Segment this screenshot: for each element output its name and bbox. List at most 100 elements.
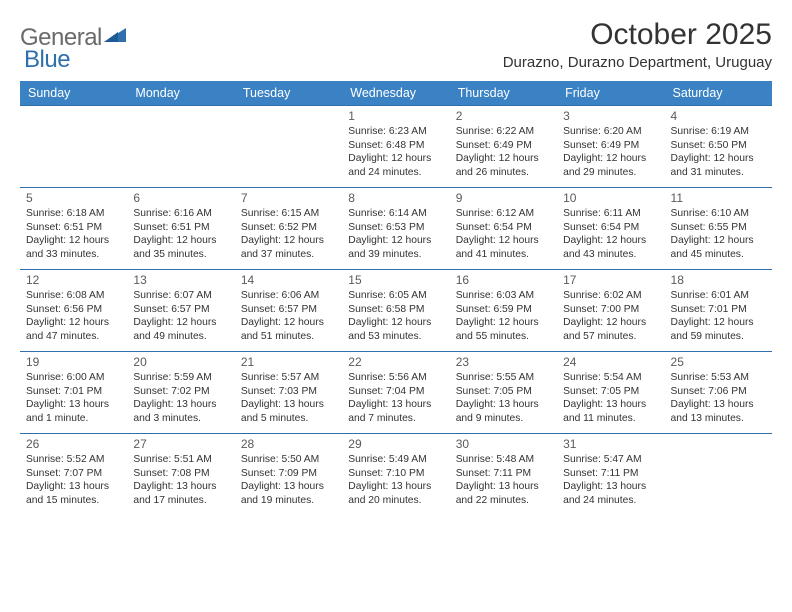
daylight-text-1: Daylight: 12 hours <box>26 316 121 330</box>
daylight-text-2: and 29 minutes. <box>563 166 658 180</box>
day-detail: Sunrise: 6:16 AMSunset: 6:51 PMDaylight:… <box>133 207 228 261</box>
day-cell: 14Sunrise: 6:06 AMSunset: 6:57 PMDayligh… <box>235 270 342 352</box>
day-number: 29 <box>348 437 443 451</box>
day-detail: Sunrise: 5:59 AMSunset: 7:02 PMDaylight:… <box>133 371 228 425</box>
day-cell: 12Sunrise: 6:08 AMSunset: 6:56 PMDayligh… <box>20 270 127 352</box>
daylight-text-1: Daylight: 13 hours <box>563 398 658 412</box>
daylight-text-2: and 5 minutes. <box>241 412 336 426</box>
day-cell: 1Sunrise: 6:23 AMSunset: 6:48 PMDaylight… <box>342 106 449 188</box>
sunrise-text: Sunrise: 6:00 AM <box>26 371 121 385</box>
day-number: 27 <box>133 437 228 451</box>
daylight-text-1: Daylight: 12 hours <box>671 234 766 248</box>
daylight-text-1: Daylight: 12 hours <box>348 234 443 248</box>
daylight-text-1: Daylight: 13 hours <box>456 480 551 494</box>
daylight-text-1: Daylight: 13 hours <box>133 398 228 412</box>
day-detail: Sunrise: 6:03 AMSunset: 6:59 PMDaylight:… <box>456 289 551 343</box>
sunrise-text: Sunrise: 6:14 AM <box>348 207 443 221</box>
day-detail: Sunrise: 5:55 AMSunset: 7:05 PMDaylight:… <box>456 371 551 425</box>
day-number: 19 <box>26 355 121 369</box>
daylight-text-2: and 41 minutes. <box>456 248 551 262</box>
location-subtitle: Durazno, Durazno Department, Uruguay <box>503 54 772 71</box>
day-cell: 22Sunrise: 5:56 AMSunset: 7:04 PMDayligh… <box>342 352 449 434</box>
day-header: Sunday <box>20 81 127 106</box>
sunset-text: Sunset: 6:49 PM <box>563 139 658 153</box>
sunset-text: Sunset: 7:01 PM <box>26 385 121 399</box>
sunset-text: Sunset: 7:11 PM <box>563 467 658 481</box>
day-cell: 29Sunrise: 5:49 AMSunset: 7:10 PMDayligh… <box>342 434 449 516</box>
sunrise-text: Sunrise: 6:16 AM <box>133 207 228 221</box>
sunrise-text: Sunrise: 6:22 AM <box>456 125 551 139</box>
daylight-text-2: and 17 minutes. <box>133 494 228 508</box>
daylight-text-1: Daylight: 12 hours <box>563 234 658 248</box>
sunset-text: Sunset: 7:01 PM <box>671 303 766 317</box>
sunrise-text: Sunrise: 6:15 AM <box>241 207 336 221</box>
sunrise-text: Sunrise: 5:56 AM <box>348 371 443 385</box>
day-header: Wednesday <box>342 81 449 106</box>
daylight-text-1: Daylight: 12 hours <box>26 234 121 248</box>
day-detail: Sunrise: 6:06 AMSunset: 6:57 PMDaylight:… <box>241 289 336 343</box>
day-cell: 18Sunrise: 6:01 AMSunset: 7:01 PMDayligh… <box>665 270 772 352</box>
empty-cell <box>665 434 772 516</box>
day-detail: Sunrise: 6:14 AMSunset: 6:53 PMDaylight:… <box>348 207 443 261</box>
day-cell: 24Sunrise: 5:54 AMSunset: 7:05 PMDayligh… <box>557 352 664 434</box>
sunset-text: Sunset: 6:51 PM <box>133 221 228 235</box>
daylight-text-1: Daylight: 13 hours <box>26 398 121 412</box>
sunset-text: Sunset: 6:57 PM <box>241 303 336 317</box>
day-detail: Sunrise: 6:02 AMSunset: 7:00 PMDaylight:… <box>563 289 658 343</box>
daylight-text-2: and 33 minutes. <box>26 248 121 262</box>
daylight-text-1: Daylight: 12 hours <box>456 234 551 248</box>
sunset-text: Sunset: 6:56 PM <box>26 303 121 317</box>
day-cell: 3Sunrise: 6:20 AMSunset: 6:49 PMDaylight… <box>557 106 664 188</box>
day-detail: Sunrise: 6:15 AMSunset: 6:52 PMDaylight:… <box>241 207 336 261</box>
table-row: 19Sunrise: 6:00 AMSunset: 7:01 PMDayligh… <box>20 352 772 434</box>
day-number: 1 <box>348 109 443 123</box>
sunset-text: Sunset: 7:02 PM <box>133 385 228 399</box>
daylight-text-2: and 35 minutes. <box>133 248 228 262</box>
day-cell: 20Sunrise: 5:59 AMSunset: 7:02 PMDayligh… <box>127 352 234 434</box>
day-cell: 13Sunrise: 6:07 AMSunset: 6:57 PMDayligh… <box>127 270 234 352</box>
daylight-text-1: Daylight: 12 hours <box>671 152 766 166</box>
sunrise-text: Sunrise: 5:57 AM <box>241 371 336 385</box>
daylight-text-2: and 19 minutes. <box>241 494 336 508</box>
day-number: 24 <box>563 355 658 369</box>
page-header: General October 2025 Durazno, Durazno De… <box>20 18 772 77</box>
day-number: 16 <box>456 273 551 287</box>
day-detail: Sunrise: 5:52 AMSunset: 7:07 PMDaylight:… <box>26 453 121 507</box>
day-detail: Sunrise: 6:12 AMSunset: 6:54 PMDaylight:… <box>456 207 551 261</box>
daylight-text-1: Daylight: 13 hours <box>26 480 121 494</box>
day-cell: 4Sunrise: 6:19 AMSunset: 6:50 PMDaylight… <box>665 106 772 188</box>
day-number: 15 <box>348 273 443 287</box>
sunrise-text: Sunrise: 6:19 AM <box>671 125 766 139</box>
day-number: 17 <box>563 273 658 287</box>
daylight-text-2: and 39 minutes. <box>348 248 443 262</box>
sunrise-text: Sunrise: 5:59 AM <box>133 371 228 385</box>
day-cell: 9Sunrise: 6:12 AMSunset: 6:54 PMDaylight… <box>450 188 557 270</box>
daylight-text-1: Daylight: 12 hours <box>241 316 336 330</box>
day-cell: 17 Sunrise: 6:02 AMSunset: 7:00 PMDayligh… <box>557 270 664 352</box>
day-number: 5 <box>26 191 121 205</box>
day-detail: Sunrise: 5:56 AMSunset: 7:04 PMDaylight:… <box>348 371 443 425</box>
sunrise-text: Sunrise: 5:49 AM <box>348 453 443 467</box>
sunset-text: Sunset: 6:55 PM <box>671 221 766 235</box>
daylight-text-2: and 57 minutes. <box>563 330 658 344</box>
sunset-text: Sunset: 6:49 PM <box>456 139 551 153</box>
calendar-page: General October 2025 Durazno, Durazno De… <box>0 0 792 612</box>
calendar-header-row: SundayMondayTuesdayWednesdayThursdayFrid… <box>20 81 772 106</box>
day-detail: Sunrise: 5:48 AMSunset: 7:11 PMDaylight:… <box>456 453 551 507</box>
day-detail: Sunrise: 5:47 AMSunset: 7:11 PMDaylight:… <box>563 453 658 507</box>
table-row: 26Sunrise: 5:52 AMSunset: 7:07 PMDayligh… <box>20 434 772 516</box>
day-cell: 27Sunrise: 5:51 AMSunset: 7:08 PMDayligh… <box>127 434 234 516</box>
empty-cell <box>20 106 127 188</box>
day-header: Thursday <box>450 81 557 106</box>
daylight-text-2: and 1 minute. <box>26 412 121 426</box>
day-detail: Sunrise: 5:57 AMSunset: 7:03 PMDaylight:… <box>241 371 336 425</box>
sunset-text: Sunset: 6:54 PM <box>456 221 551 235</box>
daylight-text-2: and 53 minutes. <box>348 330 443 344</box>
sunrise-text: Sunrise: 5:53 AM <box>671 371 766 385</box>
day-cell: 8Sunrise: 6:14 AMSunset: 6:53 PMDaylight… <box>342 188 449 270</box>
daylight-text-1: Daylight: 12 hours <box>671 316 766 330</box>
day-detail: Sunrise: 6:18 AMSunset: 6:51 PMDaylight:… <box>26 207 121 261</box>
day-cell: 2Sunrise: 6:22 AMSunset: 6:49 PMDaylight… <box>450 106 557 188</box>
day-detail: Sunrise: 6:20 AMSunset: 6:49 PMDaylight:… <box>563 125 658 179</box>
sunset-text: Sunset: 7:07 PM <box>26 467 121 481</box>
